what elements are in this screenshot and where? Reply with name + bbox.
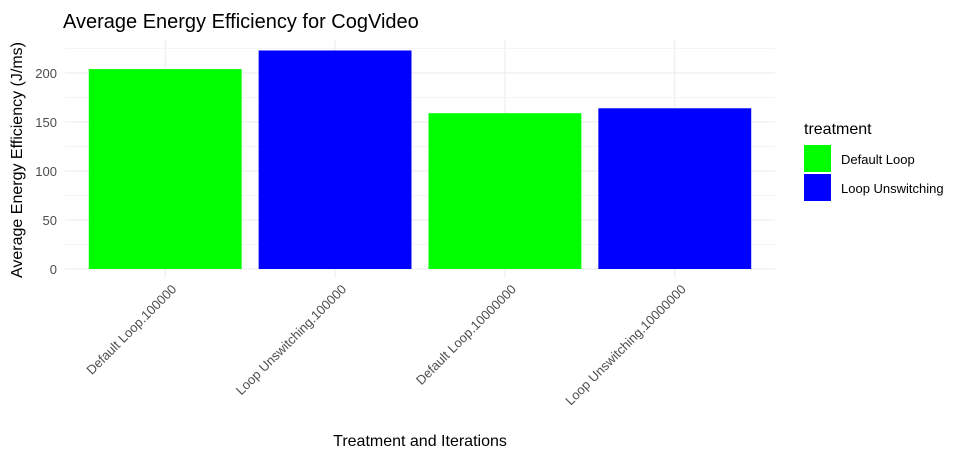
x-axis-ticks: Default Loop.100000 Loop Unswitching.1000… [83,282,689,409]
legend-label: Default Loop [841,152,915,167]
bar [598,108,752,269]
y-tick-label: 100 [35,164,57,179]
bar [428,113,582,270]
y-axis-ticks: 0 50 100 150 200 [35,66,57,277]
y-axis-label: Average Energy Efficiency (J/ms) [9,42,26,278]
y-tick-label: 150 [35,115,57,130]
chart-title: Average Energy Efficiency for CogVideo [63,11,419,33]
x-axis-label: Treatment and Iterations [333,433,507,450]
legend: treatment Default Loop Loop Unswitching [804,121,944,201]
bar [258,50,412,270]
legend-swatch [804,174,831,201]
y-tick-label: 0 [50,262,57,277]
bars [88,50,752,270]
y-tick-label: 200 [35,66,57,81]
legend-title: treatment [804,121,872,138]
x-tick-label: Default Loop.10000000 [413,282,519,388]
legend-swatch [804,145,831,172]
legend-label: Loop Unswitching [841,181,944,196]
x-tick-label: Loop Unswitching.10000000 [562,282,689,409]
y-tick-label: 50 [43,213,57,228]
bar [88,69,242,269]
x-tick-label: Default Loop.100000 [83,282,179,378]
x-tick-label: Loop Unswitching.100000 [233,282,349,398]
